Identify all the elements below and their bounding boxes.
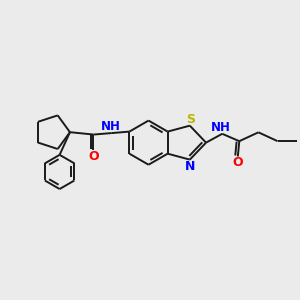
Text: NH: NH	[100, 120, 121, 133]
Text: S: S	[186, 113, 195, 126]
Text: O: O	[88, 150, 99, 163]
Text: N: N	[185, 160, 196, 172]
Text: O: O	[232, 157, 243, 169]
Text: NH: NH	[211, 121, 231, 134]
